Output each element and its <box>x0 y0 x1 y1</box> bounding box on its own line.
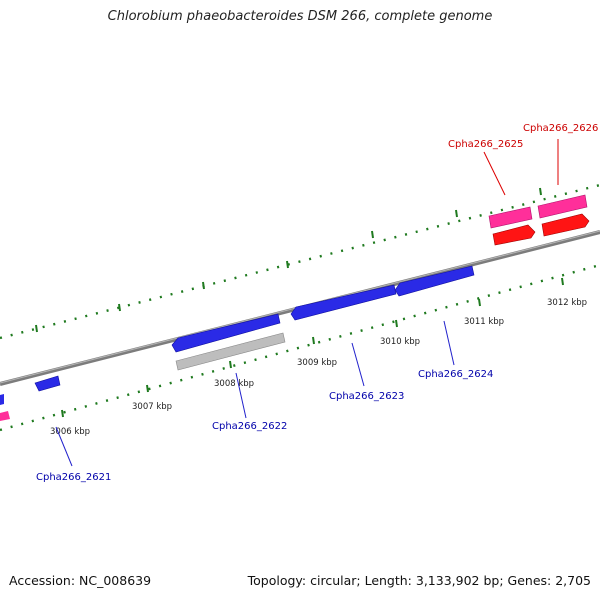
cds-arrow-cpha266-2626[interactable] <box>541 213 590 237</box>
gene-label-cpha266-2626[interactable]: Cpha266_2626 <box>523 123 598 134</box>
gene-label-cpha266-2622[interactable]: Cpha266_2622 <box>212 421 287 432</box>
gene-arrow-cpha266-2624[interactable] <box>394 265 475 297</box>
kbp-label-3009: 3009 kbp <box>297 358 337 368</box>
gene-arrow-cpha266-2622[interactable] <box>171 313 281 353</box>
genome-title: Chlorobium phaeobacteroides DSM 266, com… <box>107 9 493 24</box>
kbp-label-3008: 3008 kbp <box>214 379 254 389</box>
lower-ruler <box>0 263 600 432</box>
lower-major-ticks <box>61 277 564 418</box>
kbp-label-3007: 3007 kbp <box>132 402 172 412</box>
leader-line-cpha266-2624 <box>443 320 455 366</box>
gene-bar-cpha266-2626[interactable] <box>537 194 588 219</box>
accession-text: Accession: NC_008639 <box>9 573 152 588</box>
kbp-label-3012: 3012 kbp <box>547 298 587 308</box>
cds-arrow-cpha266-2625[interactable] <box>492 224 536 246</box>
gene-bar-cpha266-2625[interactable] <box>488 206 533 229</box>
topology-text: Topology: circular; Length: 3,133,902 bp… <box>247 573 591 588</box>
pseudogene-bar[interactable] <box>175 332 286 371</box>
leader-line-cpha266-2623 <box>351 342 365 387</box>
leader-line-cpha266-2625 <box>483 151 506 196</box>
gene-arrow-cpha266-2623[interactable] <box>290 284 397 321</box>
kbp-label-3010: 3010 kbp <box>380 337 420 347</box>
kbp-label-3011: 3011 kbp <box>464 317 504 327</box>
gene-arrow-partial-left[interactable] <box>0 394 4 405</box>
gene-label-cpha266-2623[interactable]: Cpha266_2623 <box>329 391 404 402</box>
gene-label-cpha266-2625[interactable]: Cpha266_2625 <box>448 139 523 150</box>
leader-line-cpha266-2622 <box>235 372 247 419</box>
upper-ruler <box>0 183 600 340</box>
gene-label-cpha266-2624[interactable]: Cpha266_2624 <box>418 369 493 380</box>
gene-arrow-partial-left-pink[interactable] <box>0 411 10 421</box>
kbp-label-3006: 3006 kbp <box>50 427 90 437</box>
gene-label-cpha266-2621[interactable]: Cpha266_2621 <box>36 472 111 483</box>
gene-arrow-cpha266-2621[interactable] <box>34 375 61 392</box>
upper-major-ticks <box>35 187 542 333</box>
leader-line-cpha266-2621 <box>55 426 73 467</box>
